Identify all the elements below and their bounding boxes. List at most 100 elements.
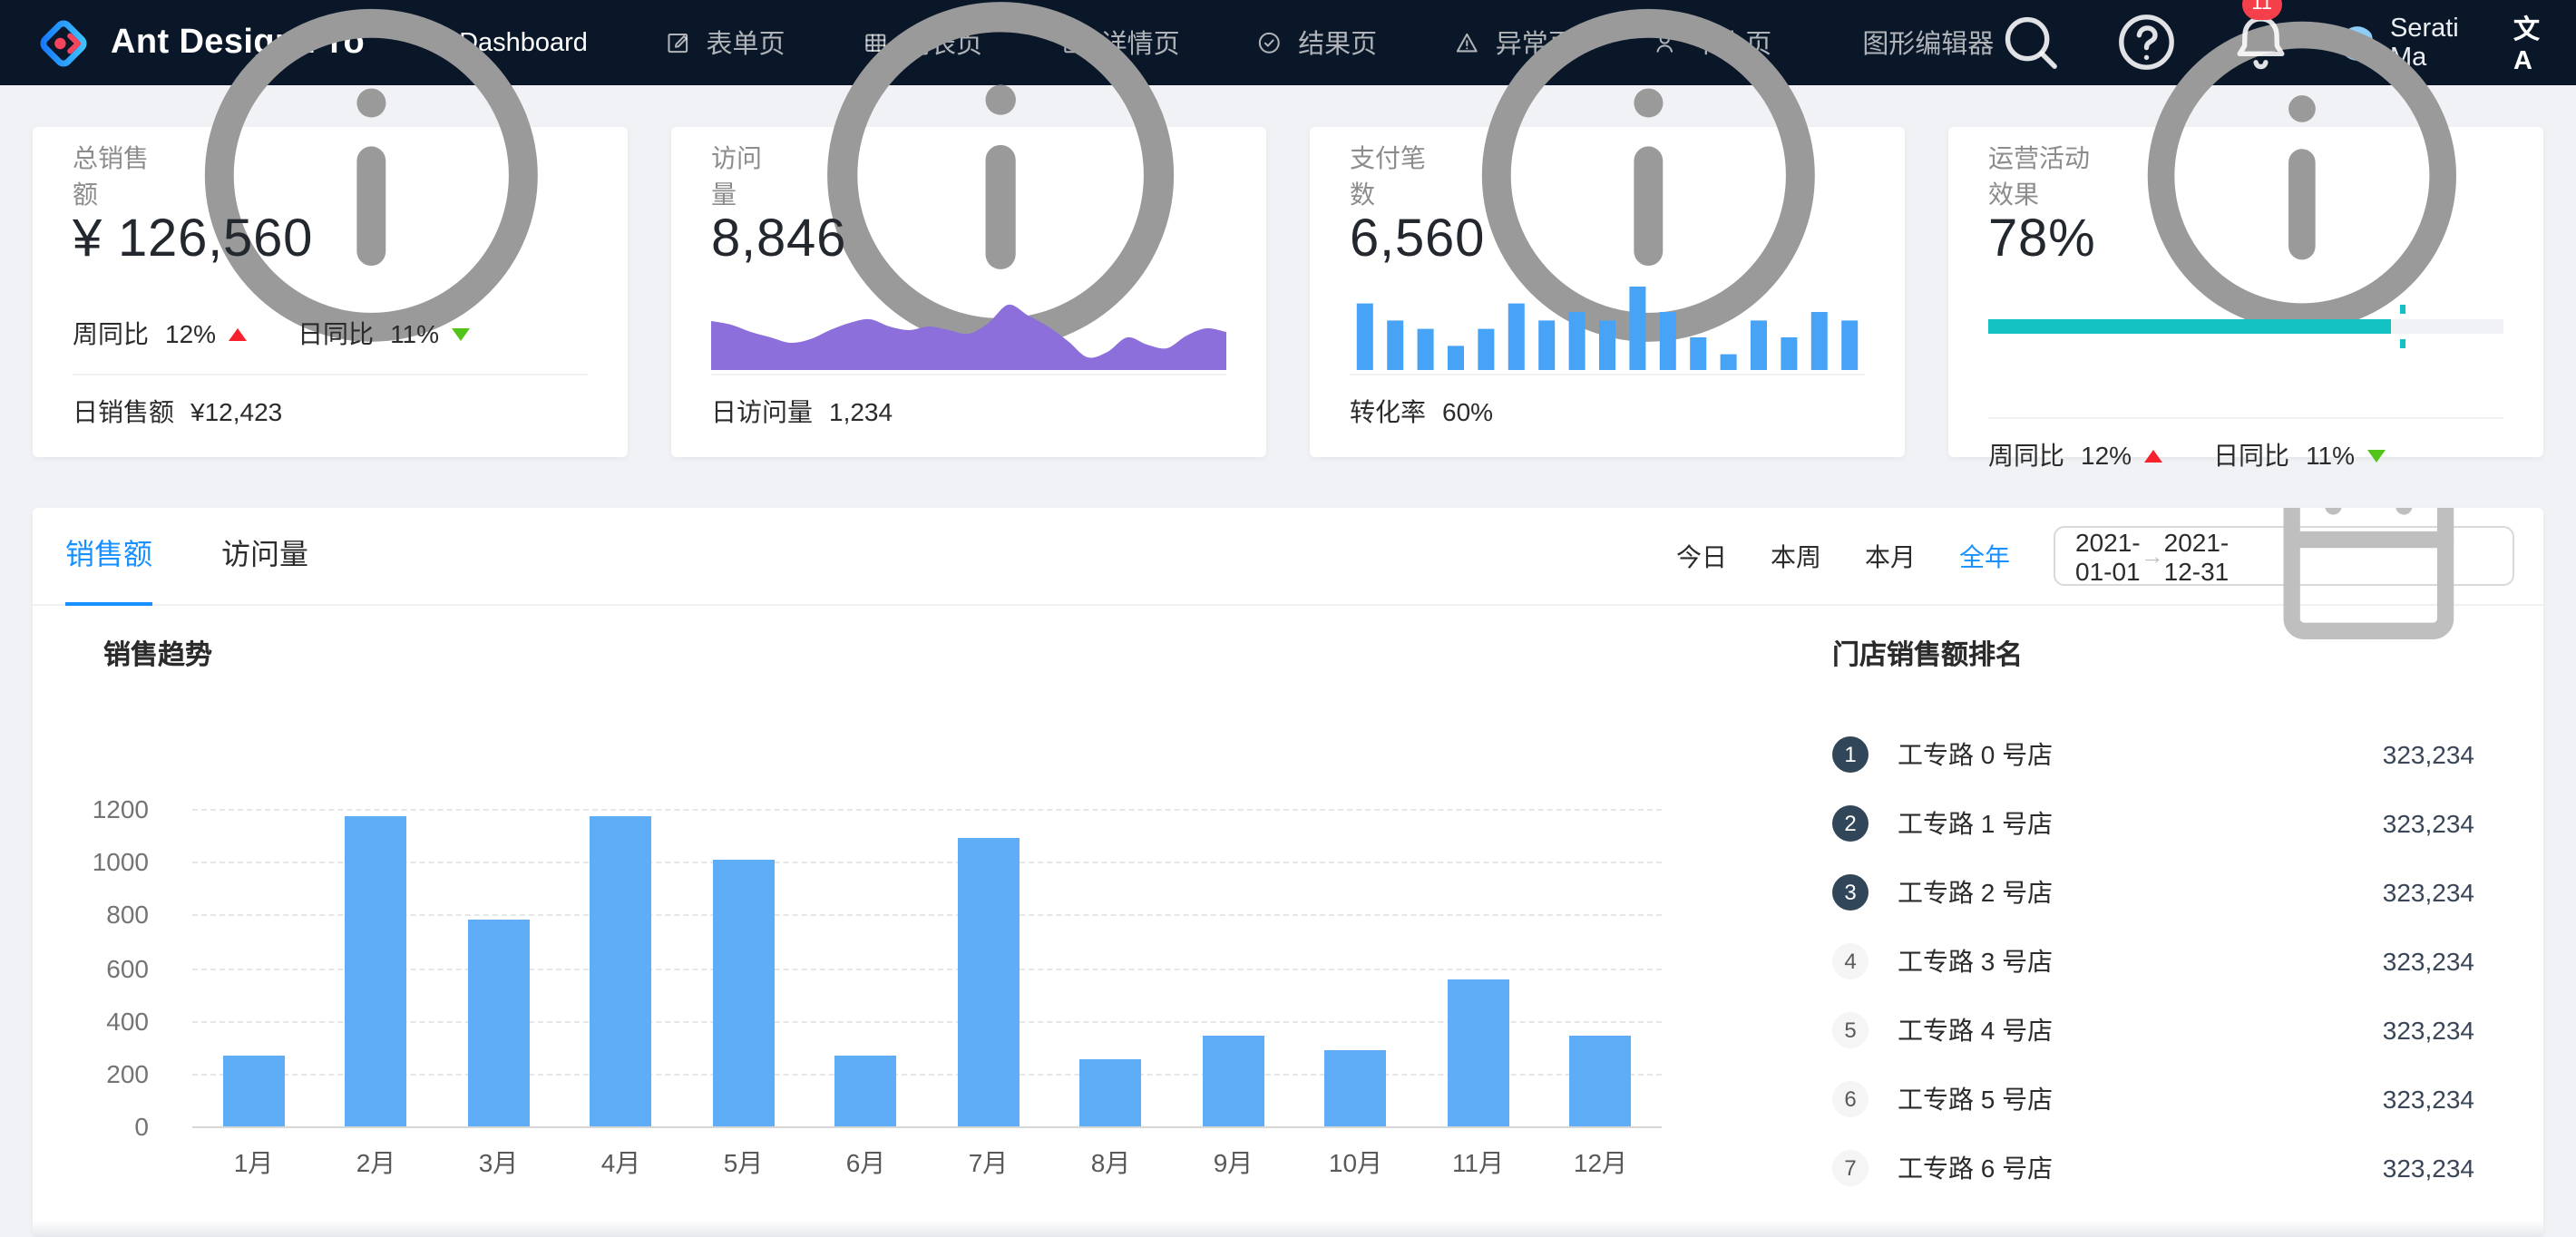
info-icon[interactable] [2101,0,2503,377]
store-name: 工专路 3 号店 [1898,947,2054,976]
ranking-row: 2 工专路 1 号店 323,234 [1832,805,2474,842]
x-tick-label: 6月 [845,1148,886,1177]
preset-本周[interactable]: 本周 [1771,541,1821,570]
panel-body: 销售趋势 0 200 400 600 800 1000 1200 1月 2月 3月 4月 5月 6月 7… [33,606,2543,1235]
y-tick-label: 400 [106,1006,149,1036]
store-sales: 323,234 [2382,1016,2474,1045]
x-tick-label: 8月 [1090,1148,1131,1177]
card-footer: 周同比 12% 日同比 11% [1988,417,2503,473]
payments-sparkline-bar-chart [1356,287,1859,370]
chart-bar [467,920,530,1126]
trend-value: 12% [2081,441,2132,470]
start-date[interactable]: 2021-01-01 [2075,527,2141,585]
preset-本月[interactable]: 本月 [1865,541,1916,570]
weekly-trend: 周同比 12% [1988,437,2163,473]
trend-value: 12% [165,319,217,348]
nav-item-图形编辑器[interactable]: 图形编辑器 [1848,24,1994,62]
search-icon[interactable] [1994,6,2067,80]
nav-item-表单页[interactable]: 表单页 [664,24,785,62]
card-visits: 访问量 8,846 日访问量 1,234 [671,3,1266,457]
trend-value: 11% [390,319,440,348]
end-date[interactable]: 2021-12-31 [2163,527,2230,585]
progress-target-marker [2400,339,2405,348]
caret-down-icon [2367,449,2386,462]
nav-item-结果页[interactable]: 结果页 [1256,24,1378,62]
tab-visits[interactable]: 访问量 [221,540,309,570]
ranking-row: 7 工专路 6 号店 323,234 [1832,1150,2474,1186]
chart-title: 销售趋势 [103,640,213,671]
x-tick-label: 7月 [968,1148,1009,1177]
nav-item-label: 结果页 [1298,31,1378,60]
footer-label: 日销售额 [73,397,174,426]
card-total-sales: 总销售额 ¥ 126,560 周同比 12% 日同比 11% [33,9,628,457]
trend-label: 周同比 [1988,441,2064,470]
rank-badge: 4 [1832,943,1869,979]
daily-trend: 日同比 11% [298,316,471,352]
store-name: 工专路 0 号店 [1898,740,2054,769]
date-range-picker[interactable]: 2021-01-01 → 2021-12-31 [2054,508,2514,639]
chart-bar [222,1056,285,1126]
store-name: 工专路 1 号店 [1898,809,2054,838]
chart-bar [1079,1058,1142,1126]
y-tick-label: 200 [106,1058,149,1088]
sales-analysis-panel: 销售额 访问量 今日 本周 本月 全年 2021-01-01 → 2021-12-31… [33,508,2543,1237]
info-icon[interactable] [1430,0,1865,393]
store-name: 工专路 4 号店 [1898,1016,2054,1045]
help-icon[interactable] [2109,6,2182,80]
chart-bar [1569,1036,1632,1126]
translate-icon[interactable]: 文A [2513,16,2541,76]
x-tick-label: 2月 [356,1148,396,1177]
store-sales: 323,234 [2382,1085,2474,1114]
x-tick-label: 11月 [1451,1148,1505,1177]
chart-bar [345,815,407,1126]
store-sales: 323,234 [2382,809,2474,838]
trend-label: 日同比 [298,319,375,348]
trend-value: 11% [2306,441,2356,470]
notification-badge: 11 [2242,0,2282,21]
ranking-row: 6 工专路 5 号店 323,234 [1832,1081,2474,1117]
store-name: 工专路 2 号店 [1898,878,2054,907]
notification-bell-icon[interactable]: 11 [2224,0,2298,80]
footer-label: 日访问量 [711,397,813,426]
card-title: 访问量 [711,143,762,209]
trend-row: 周同比 12% 日同比 11% [73,276,588,352]
store-name: 工专路 6 号店 [1898,1154,2054,1183]
footer-value: 1,234 [829,397,893,426]
card-footer: 日销售额 ¥12,423 [73,374,588,430]
nav-item-label: 图形编辑器 [1862,31,1995,60]
rank-badge: 7 [1832,1150,1869,1186]
trend-plot [192,809,1662,1128]
preset-全年[interactable]: 全年 [1959,541,2010,570]
gridline [192,809,1662,811]
preset-今日[interactable]: 今日 [1676,541,1727,570]
date-presets: 今日 本周 本月 全年 [1676,538,2010,574]
x-tick-label: 5月 [723,1148,764,1177]
date-filter-group: 今日 本周 本月 全年 2021-01-01 → 2021-12-31 [1676,508,2514,639]
tab-sales[interactable]: 销售额 [65,508,153,605]
footer-value: 60% [1442,397,1494,426]
gridline [192,1126,1662,1128]
store-sales: 323,234 [2382,1154,2474,1183]
warning-icon [1453,29,1481,57]
ranking-list: 1 工专路 0 号店 323,234 2 工专路 1 号店 323,234 3 工专路 2 号… [1832,736,2474,1219]
bell-icon [2224,6,2298,80]
ranking-row: 3 工专路 2 号店 323,234 [1832,874,2474,911]
chart-bar [957,838,1020,1126]
gridline [192,1020,1662,1023]
rank-badge: 3 [1832,874,1869,911]
rank-badge: 1 [1832,736,1869,773]
form-icon [664,29,692,57]
trend-label: 日同比 [2213,441,2290,470]
footer-label: 转化率 [1350,397,1426,426]
x-tick-label: 10月 [1328,1148,1383,1177]
progress-target-marker [2400,305,2405,314]
visits-sparkline-area-chart [711,304,1226,370]
chart-bar [834,1055,897,1126]
nav-item-label: 表单页 [706,31,785,60]
rank-badge: 5 [1832,1012,1869,1048]
total-sales-value: ¥ 126,560 [73,210,314,268]
x-tick-label: 9月 [1213,1148,1254,1177]
ranking-row: 5 工专路 4 号店 323,234 [1832,1012,2474,1048]
info-icon[interactable] [153,0,588,393]
ranking-row: 1 工专路 0 号店 323,234 [1832,736,2474,773]
